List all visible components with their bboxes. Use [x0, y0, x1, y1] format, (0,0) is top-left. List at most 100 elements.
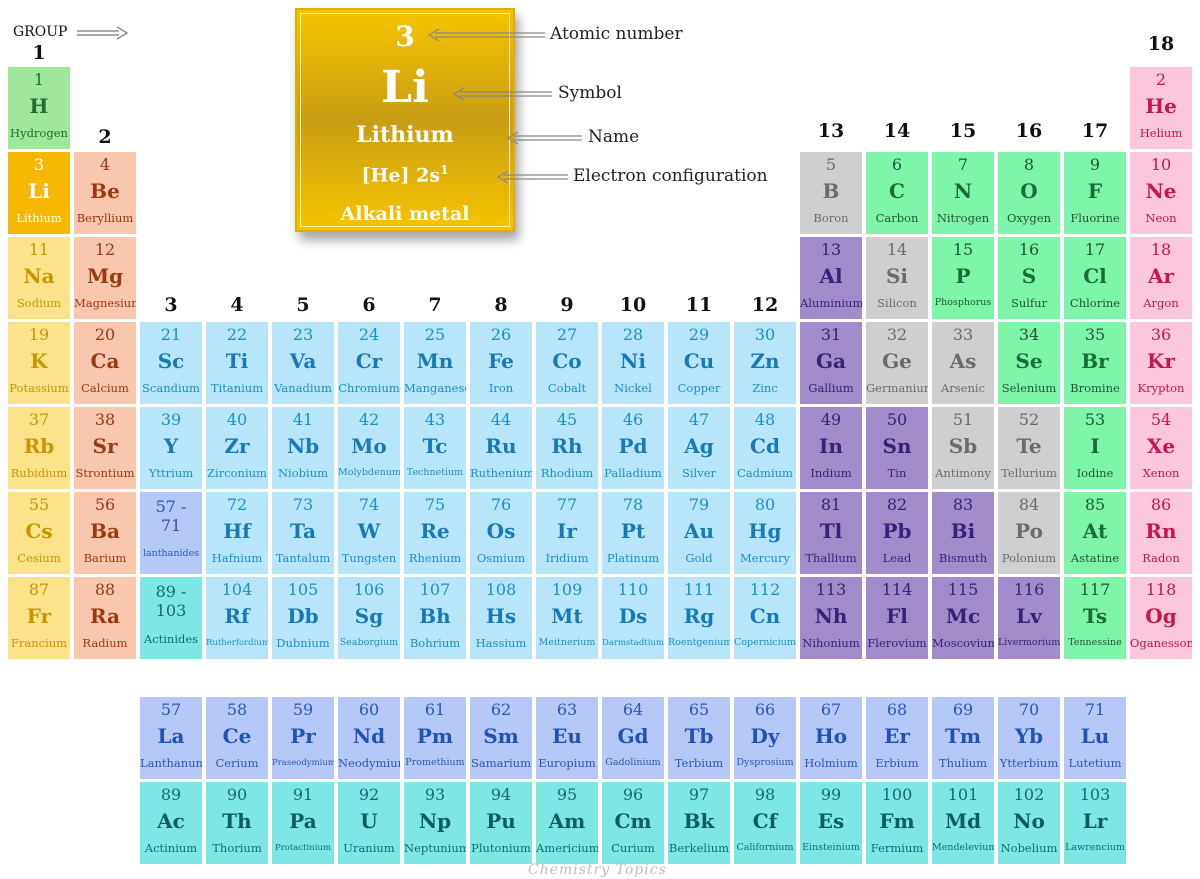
element-yb: 70 Yb Ytterbium	[998, 697, 1060, 779]
atomic-number: 106	[353, 580, 385, 599]
element-s: 16 S Sulfur	[998, 237, 1060, 319]
element-i: 53 I Iodine	[1064, 407, 1126, 489]
element-cs: 55 Cs Cesium	[8, 492, 70, 574]
element-te: 52 Te Tellurium	[998, 407, 1060, 489]
element-n: 7 N Nitrogen	[932, 152, 994, 234]
element-name: Lithium	[16, 211, 62, 225]
element-co: 27 Co Cobalt	[536, 322, 598, 404]
element-symbol: Db	[287, 604, 319, 628]
element-name: Berkelium	[668, 841, 730, 855]
element-ir: 77 Ir Iridium	[536, 492, 598, 574]
element-symbol: Cl	[1083, 264, 1107, 288]
element-symbol: Pu	[486, 809, 516, 833]
element-symbol: C	[889, 179, 905, 203]
legend-symbol: Li	[381, 62, 429, 113]
element-ac: 89 Ac Actinium	[140, 782, 202, 864]
element-name: Ytterbium	[999, 756, 1059, 770]
group-number-13: 13	[817, 120, 845, 142]
element-name: Copernicium	[734, 637, 796, 648]
element-name: Gadolinium	[605, 757, 661, 768]
element-name: Manganese	[404, 381, 466, 395]
element-symbol: In	[819, 434, 843, 458]
element-bh: 107 Bh Bohrium	[404, 577, 466, 659]
atomic-number: 58	[226, 700, 248, 719]
atomic-number: 82	[886, 495, 908, 514]
atomic-number: 59	[292, 700, 314, 719]
element-cn: 112 Cn Copernicium	[734, 577, 796, 659]
group-number-2: 2	[98, 126, 112, 148]
atomic-number: 107	[419, 580, 451, 599]
element-lr: 103 Lr Lawrencium	[1064, 782, 1126, 864]
element-name: Polonium	[1001, 551, 1057, 565]
atomic-number: 112	[749, 580, 781, 599]
element-name: Neptunium	[404, 841, 466, 855]
element-symbol: Ni	[620, 349, 646, 373]
atomic-number: 70	[1018, 700, 1040, 719]
element-name: Mercury	[740, 551, 790, 565]
element-name: Tellurium	[1001, 466, 1057, 480]
element-name: Californium	[736, 842, 794, 853]
element-sm: 62 Sm Samarium	[470, 697, 532, 779]
atomic-number: 74	[358, 495, 380, 514]
atomic-number: 51	[952, 410, 974, 429]
element-c: 6 C Carbon	[866, 152, 928, 234]
element-name: Lanthanum	[140, 756, 202, 770]
atomic-number: 21	[160, 325, 182, 344]
element-md: 101 Md Mendelevium	[932, 782, 994, 864]
element-name: Gallium	[808, 381, 854, 395]
element-symbol: Fr	[26, 604, 52, 628]
element-f: 9 F Fluorine	[1064, 152, 1126, 234]
atomic-number: 15	[952, 240, 974, 259]
element-symbol: Th	[222, 809, 252, 833]
atomic-number: 31	[820, 325, 842, 344]
element-name: Xenon	[1142, 466, 1180, 480]
element-nd: 60 Nd Neodymium	[338, 697, 400, 779]
atomic-number: 97	[688, 785, 710, 804]
atomic-number: 88	[94, 580, 116, 599]
element-pm: 61 Pm Promethium	[404, 697, 466, 779]
element-sg: 106 Sg Seaborgium	[338, 577, 400, 659]
atomic-number: 80	[754, 495, 776, 514]
atomic-number: 96	[622, 785, 644, 804]
element-ce: 58 Ce Cerium	[206, 697, 268, 779]
atomic-number: 54	[1150, 410, 1172, 429]
element-symbol: P	[955, 264, 971, 288]
element-symbol: Sr	[92, 434, 118, 458]
atomic-number: 30	[754, 325, 776, 344]
element-symbol: Ta	[290, 519, 316, 543]
element-symbol: Pt	[620, 519, 646, 543]
element-symbol: Cs	[25, 519, 53, 543]
element-np: 93 Np Neptunium	[404, 782, 466, 864]
element-symbol: Rf	[224, 604, 250, 628]
atomic-number: 57	[160, 700, 182, 719]
group-arrow-icon	[77, 26, 129, 40]
element-la: 57 La Lanthanum	[140, 697, 202, 779]
group-number-6: 6	[362, 294, 376, 316]
atomic-number: 101	[947, 785, 979, 804]
atomic-number: 8	[1023, 155, 1035, 174]
element-name: Cerium	[215, 756, 259, 770]
element-symbol: Mt	[551, 604, 583, 628]
element-name: Indium	[810, 466, 852, 480]
element-br: 35 Br Bromine	[1064, 322, 1126, 404]
element-sn: 50 Sn Tin	[866, 407, 928, 489]
element-symbol: I	[1090, 434, 1100, 458]
element-sc: 21 Sc Scandium	[140, 322, 202, 404]
element-name: Technetium	[406, 467, 464, 478]
element-name: Vanadium	[274, 381, 332, 395]
element-nb: 41 Nb Niobium	[272, 407, 334, 489]
atomic-number: 23	[292, 325, 314, 344]
element-symbol: Re	[420, 519, 450, 543]
element-name: Mendelevium	[932, 842, 994, 853]
element-name: Carbon	[875, 211, 919, 225]
element-symbol: N	[953, 179, 973, 203]
element-symbol: Pd	[618, 434, 648, 458]
element-pu: 94 Pu Plutonium	[470, 782, 532, 864]
atomic-number: 22	[226, 325, 248, 344]
element-symbol: Rn	[1145, 519, 1177, 543]
element-mo: 42 Mo Molybdenum	[338, 407, 400, 489]
atomic-number: 75	[424, 495, 446, 514]
element-name: Silicon	[877, 296, 917, 310]
atomic-number: 90	[226, 785, 248, 804]
element-symbol: Fm	[879, 809, 915, 833]
